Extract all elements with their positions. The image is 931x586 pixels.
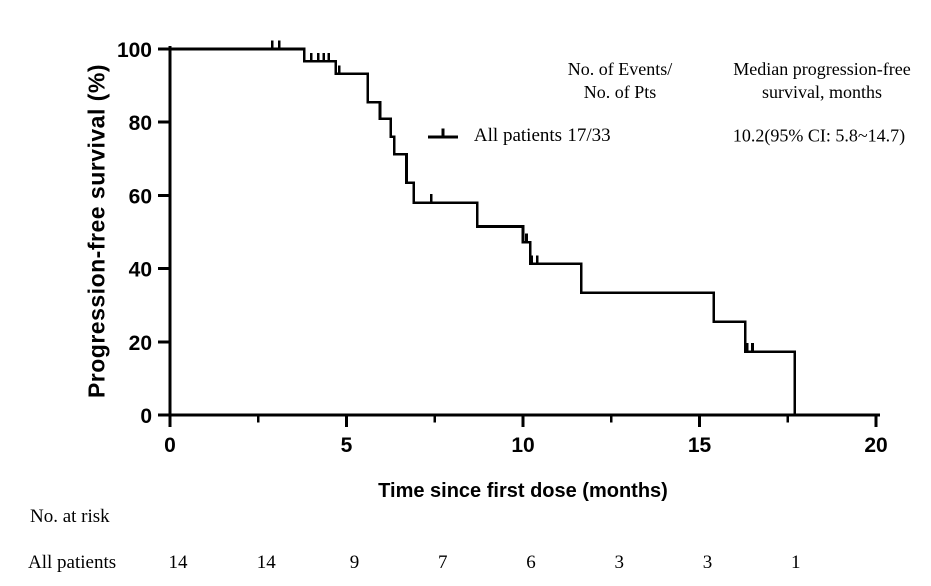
at-risk-count: 6 — [526, 552, 536, 573]
legend-header-events-line2: No. of Pts — [583, 82, 657, 102]
legend-header-events: No. of Events/ No. of Pts — [568, 58, 672, 104]
x-tick-label: 5 — [341, 434, 353, 457]
x-axis-title: Time since first dose (months) — [378, 480, 668, 502]
at-risk-count: 7 — [438, 552, 448, 573]
y-tick-label: 40 — [129, 259, 152, 282]
at-risk-row-label: All patients — [28, 552, 117, 573]
at-risk-count: 9 — [349, 552, 360, 573]
x-tick-label: 15 — [688, 434, 712, 457]
legend-header-median-line1: Median progression-free — [733, 59, 911, 79]
at-risk-table-title: No. at risk — [30, 506, 110, 527]
y-tick-label: 20 — [129, 332, 152, 355]
legend-median-value: 10.2(95% CI: 5.8~14.7) — [732, 125, 906, 146]
x-tick-label: 0 — [164, 434, 176, 457]
x-tick-label: 20 — [864, 434, 887, 457]
at-risk-count: 3 — [702, 552, 713, 573]
at-risk-count: 14 — [256, 552, 276, 573]
y-axis-title: Progression-free survival (%) — [83, 63, 110, 399]
y-tick-label: 80 — [129, 112, 152, 135]
at-risk-count: 1 — [791, 552, 801, 573]
y-tick-label: 100 — [117, 39, 152, 62]
legend-header-events-line1: No. of Events/ — [567, 59, 673, 79]
survival-curve — [170, 47, 797, 415]
x-tick-label: 10 — [511, 434, 534, 457]
legend-header-median-line2: survival, months — [762, 82, 882, 102]
legend-series-label: All patients — [473, 125, 563, 146]
at-risk-count: 14 — [168, 552, 188, 573]
legend-events-value: 17/33 — [567, 125, 611, 146]
at-risk-count: 3 — [614, 552, 625, 573]
y-tick-label: 0 — [140, 405, 152, 428]
y-tick-label: 60 — [129, 185, 152, 208]
legend-header-median: Median progression-free survival, months — [733, 58, 910, 104]
